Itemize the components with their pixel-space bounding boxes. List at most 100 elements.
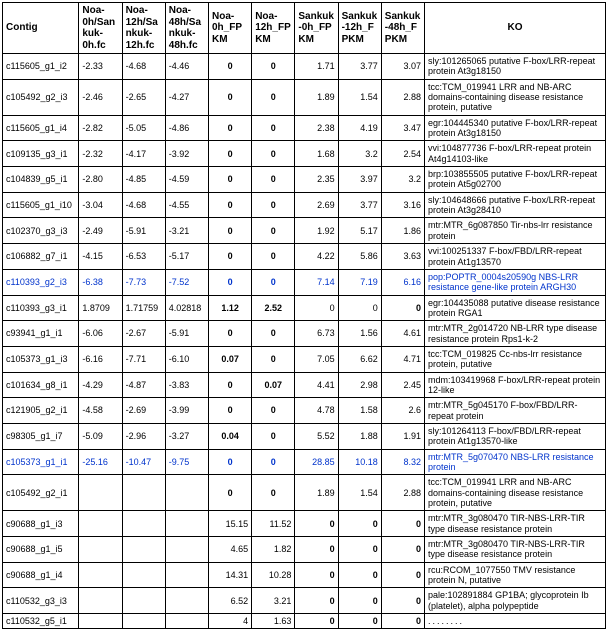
value-cell: 28.85 xyxy=(295,449,338,475)
value-cell: 0 xyxy=(338,511,381,537)
value-cell: 0 xyxy=(208,269,251,295)
ko-cell: mtr:MTR_3g080470 TIR-NBS-LRR-TIR type di… xyxy=(425,537,606,563)
contig-cell: c110532_g3_i3 xyxy=(3,588,79,614)
value-cell: 2.69 xyxy=(295,192,338,218)
table-row: c110532_g3_i36.523.21000pale:102891884 G… xyxy=(3,588,606,614)
value-cell: 0 xyxy=(208,244,251,270)
value-cell: 0 xyxy=(252,398,295,424)
value-cell: 0 xyxy=(252,218,295,244)
value-cell: -2.80 xyxy=(79,167,122,193)
contig-cell: c93941_g1_i1 xyxy=(3,321,79,347)
value-cell: -4.85 xyxy=(122,167,165,193)
ko-cell: mdm:103419968 F-box/LRR-repeat protein 1… xyxy=(425,372,606,398)
table-row: c115605_g1_i10-3.04-4.68-4.55002.693.773… xyxy=(3,192,606,218)
ko-cell: mtr:MTR_6g087850 Tir-nbs-lrr resistance … xyxy=(425,218,606,244)
value-cell: 1.89 xyxy=(295,475,338,511)
table-row: c101634_g8_i1-4.29-4.87-3.8300.074.412.9… xyxy=(3,372,606,398)
value-cell: 11.52 xyxy=(252,511,295,537)
table-container: ContigNoa-0h/Sankuk-0h.fcNoa-12h/Sankuk-… xyxy=(0,0,608,631)
value-cell: 1.12 xyxy=(208,295,251,321)
value-cell: 10.28 xyxy=(252,562,295,588)
value-cell: -5.09 xyxy=(79,423,122,449)
value-cell: 2.35 xyxy=(295,167,338,193)
value-cell: 3.16 xyxy=(381,192,424,218)
table-row: c110393_g2_i3-6.38-7.73-7.52007.147.196.… xyxy=(3,269,606,295)
column-header: Contig xyxy=(3,3,79,54)
value-cell: -9.75 xyxy=(165,449,208,475)
value-cell: -4.58 xyxy=(79,398,122,424)
ko-cell: sly:101264113 F-box/FBD/LRR-repeat prote… xyxy=(425,423,606,449)
value-cell: 8.32 xyxy=(381,449,424,475)
value-cell: -2.69 xyxy=(122,398,165,424)
value-cell: 4.22 xyxy=(295,244,338,270)
value-cell: -4.68 xyxy=(122,192,165,218)
value-cell: 0.07 xyxy=(208,346,251,372)
ko-cell: mtr:MTR_5g045170 F-box/FBD/LRR-repeat pr… xyxy=(425,398,606,424)
table-row: c110393_g3_i11.87091.717594.028181.122.5… xyxy=(3,295,606,321)
contig-cell: c110532_g5_i1 xyxy=(3,614,79,629)
value-cell: -3.21 xyxy=(165,218,208,244)
value-cell: -4.86 xyxy=(165,115,208,141)
value-cell: 3.21 xyxy=(252,588,295,614)
value-cell: -5.17 xyxy=(165,244,208,270)
contig-cell: c98305_g1_i7 xyxy=(3,423,79,449)
value-cell: 0 xyxy=(252,79,295,115)
data-table: ContigNoa-0h/Sankuk-0h.fcNoa-12h/Sankuk-… xyxy=(2,2,606,629)
value-cell: 0 xyxy=(252,244,295,270)
value-cell: 1.8709 xyxy=(79,295,122,321)
value-cell: 0 xyxy=(252,321,295,347)
value-cell: 5.17 xyxy=(338,218,381,244)
table-row: c105492_g2_i3-2.46-2.65-4.27001.891.542.… xyxy=(3,79,606,115)
value-cell: 0 xyxy=(208,115,251,141)
table-row: c109135_g3_i1-2.32-4.17-3.92001.683.22.5… xyxy=(3,141,606,167)
value-cell: 0 xyxy=(381,588,424,614)
value-cell: 3.63 xyxy=(381,244,424,270)
value-cell: 1.92 xyxy=(295,218,338,244)
value-cell: 0 xyxy=(295,511,338,537)
value-cell: -25.16 xyxy=(79,449,122,475)
value-cell xyxy=(122,588,165,614)
value-cell: -4.59 xyxy=(165,167,208,193)
value-cell: 0 xyxy=(208,449,251,475)
value-cell xyxy=(122,475,165,511)
value-cell: 4.71 xyxy=(381,346,424,372)
value-cell: 2.88 xyxy=(381,475,424,511)
value-cell xyxy=(122,562,165,588)
table-row: c102370_g3_i3-2.49-5.91-3.21001.925.171.… xyxy=(3,218,606,244)
value-cell: 2.38 xyxy=(295,115,338,141)
contig-cell: c115605_g1_i4 xyxy=(3,115,79,141)
value-cell xyxy=(79,562,122,588)
value-cell: 0 xyxy=(381,537,424,563)
value-cell: 1.56 xyxy=(338,321,381,347)
value-cell: 0 xyxy=(381,511,424,537)
value-cell: -2.65 xyxy=(122,79,165,115)
value-cell: 0 xyxy=(252,141,295,167)
value-cell: -2.82 xyxy=(79,115,122,141)
ko-cell: brp:103855505 putative F-box/LRR-repeat … xyxy=(425,167,606,193)
value-cell: 6.52 xyxy=(208,588,251,614)
contig-cell: c90688_g1_i5 xyxy=(3,537,79,563)
contig-cell: c106882_g7_i1 xyxy=(3,244,79,270)
value-cell: 3.2 xyxy=(338,141,381,167)
value-cell: -2.33 xyxy=(79,54,122,80)
value-cell: 4.41 xyxy=(295,372,338,398)
value-cell: 0 xyxy=(252,346,295,372)
value-cell: 0 xyxy=(252,167,295,193)
table-row: c90688_g1_i54.651.82000mtr:MTR_3g080470 … xyxy=(3,537,606,563)
table-row: c106882_g7_i1-4.15-6.53-5.17004.225.863.… xyxy=(3,244,606,270)
value-cell: 0 xyxy=(338,295,381,321)
value-cell: 1.63 xyxy=(252,614,295,629)
value-cell: 0 xyxy=(208,141,251,167)
ko-cell: vvi:100251337 F-box/FBD/LRR-repeat prote… xyxy=(425,244,606,270)
value-cell: 0 xyxy=(338,588,381,614)
table-header-row: ContigNoa-0h/Sankuk-0h.fcNoa-12h/Sankuk-… xyxy=(3,3,606,54)
contig-cell: c105373_g1_i3 xyxy=(3,346,79,372)
value-cell: 1.54 xyxy=(338,79,381,115)
value-cell: -7.52 xyxy=(165,269,208,295)
value-cell: 6.62 xyxy=(338,346,381,372)
value-cell: 0 xyxy=(338,614,381,629)
value-cell: 0 xyxy=(295,562,338,588)
value-cell: -5.91 xyxy=(122,218,165,244)
value-cell: -3.04 xyxy=(79,192,122,218)
value-cell: 3.97 xyxy=(338,167,381,193)
